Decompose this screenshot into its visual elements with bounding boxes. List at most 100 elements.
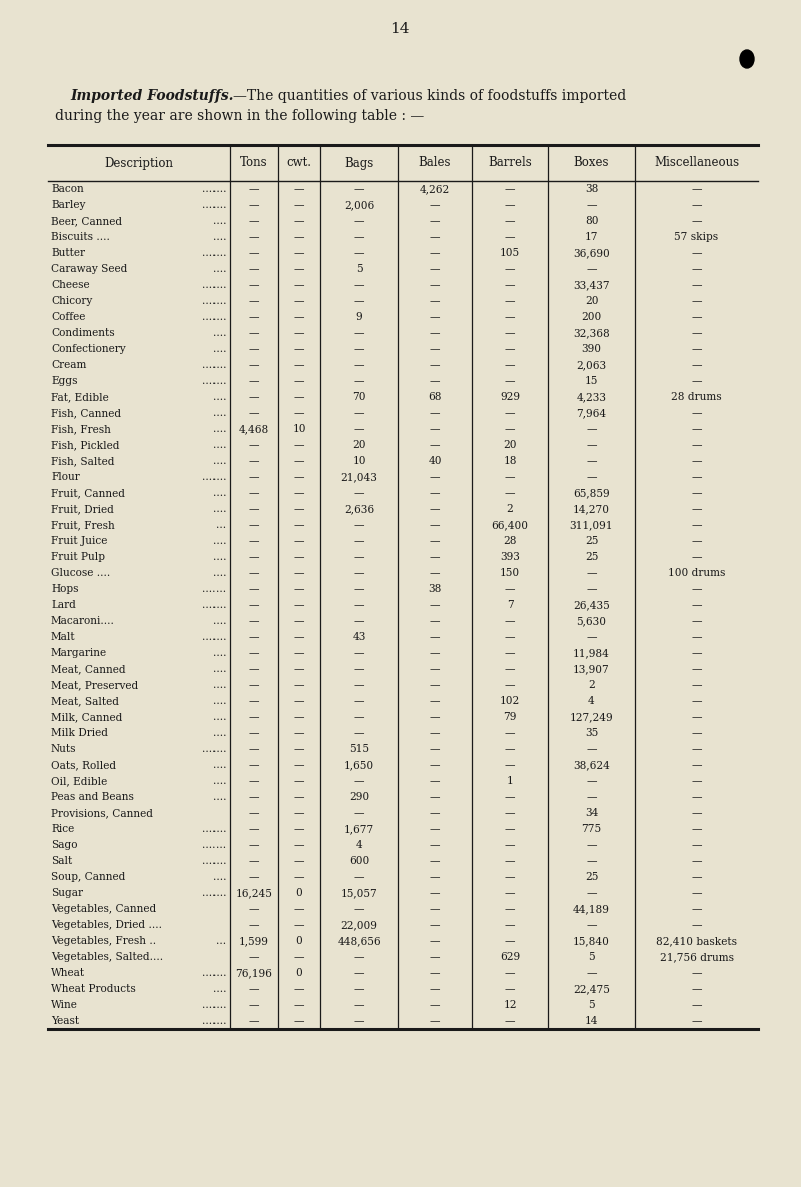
Text: —: — — [691, 792, 702, 802]
Text: —: — — [294, 840, 304, 850]
Text: ....: .... — [212, 392, 226, 402]
Text: —: — — [505, 328, 515, 338]
Text: Bacon: Bacon — [51, 184, 84, 193]
Text: —: — — [294, 199, 304, 210]
Text: —: — — [294, 248, 304, 258]
Text: —: — — [294, 1016, 304, 1026]
Text: —: — — [691, 904, 702, 914]
Text: —: — — [586, 792, 597, 802]
Text: —: — — [294, 312, 304, 322]
Text: —: — — [691, 312, 702, 322]
Text: —: — — [505, 312, 515, 322]
Text: —: — — [354, 231, 364, 242]
Text: Fat, Edible: Fat, Edible — [51, 392, 109, 402]
Text: —: — — [505, 264, 515, 274]
Text: ....: .... — [202, 248, 215, 258]
Text: —: — — [354, 999, 364, 1010]
Text: Sugar: Sugar — [51, 888, 83, 899]
Text: —: — — [249, 537, 260, 546]
Text: —: — — [430, 856, 441, 867]
Text: ....: .... — [202, 312, 215, 322]
Text: —: — — [430, 664, 441, 674]
Text: ....: .... — [202, 584, 215, 594]
Text: —: — — [294, 776, 304, 786]
Text: —: — — [691, 664, 702, 674]
Text: —: — — [691, 184, 702, 193]
Text: —: — — [294, 631, 304, 642]
Text: —: — — [505, 199, 515, 210]
Text: —: — — [294, 231, 304, 242]
Text: 28 drums: 28 drums — [671, 392, 722, 402]
Text: —: — — [505, 969, 515, 978]
Text: Macaroni....: Macaroni.... — [51, 616, 115, 626]
Text: —: — — [249, 456, 260, 466]
Text: 10: 10 — [292, 424, 306, 434]
Text: 44,189: 44,189 — [573, 904, 610, 914]
Text: —: — — [294, 664, 304, 674]
Text: 80: 80 — [585, 216, 598, 226]
Text: —: — — [691, 408, 702, 418]
Text: 16,245: 16,245 — [235, 888, 272, 899]
Text: —: — — [294, 616, 304, 626]
Text: —: — — [294, 680, 304, 690]
Text: —: — — [249, 504, 260, 514]
Text: —: — — [294, 537, 304, 546]
Text: Butter: Butter — [51, 248, 85, 258]
Text: Biscuits ....: Biscuits .... — [51, 231, 110, 242]
Text: —: — — [691, 376, 702, 386]
Text: Fish, Canned: Fish, Canned — [51, 408, 121, 418]
Text: —: — — [354, 1016, 364, 1026]
Text: Rice: Rice — [51, 824, 74, 834]
Text: —: — — [430, 328, 441, 338]
Text: —: — — [294, 760, 304, 770]
Text: 390: 390 — [582, 344, 602, 354]
Text: —: — — [354, 776, 364, 786]
Text: ....: .... — [212, 824, 226, 834]
Text: —: — — [354, 648, 364, 658]
Text: Meat, Canned: Meat, Canned — [51, 664, 126, 674]
Text: 38: 38 — [429, 584, 441, 594]
Text: —: — — [586, 888, 597, 899]
Text: —: — — [505, 937, 515, 946]
Text: Eggs: Eggs — [51, 376, 78, 386]
Text: —: — — [505, 792, 515, 802]
Text: —: — — [249, 999, 260, 1010]
Text: Hops: Hops — [51, 584, 78, 594]
Text: ....: .... — [212, 328, 226, 338]
Text: —: — — [691, 744, 702, 754]
Text: —: — — [354, 584, 364, 594]
Text: —: — — [430, 792, 441, 802]
Text: —: — — [691, 969, 702, 978]
Text: Meat, Preserved: Meat, Preserved — [51, 680, 139, 690]
Text: —: — — [354, 376, 364, 386]
Text: Wheat: Wheat — [51, 969, 85, 978]
Text: —: — — [586, 456, 597, 466]
Text: —: — — [249, 664, 260, 674]
Text: —: — — [249, 808, 260, 818]
Text: 4,262: 4,262 — [420, 184, 450, 193]
Text: —: — — [505, 984, 515, 994]
Text: Fruit Pulp: Fruit Pulp — [51, 552, 105, 561]
Text: —: — — [249, 760, 260, 770]
Text: —: — — [294, 728, 304, 738]
Text: —: — — [505, 472, 515, 482]
Text: ....: .... — [212, 216, 226, 226]
Text: Confectionery: Confectionery — [51, 344, 126, 354]
Text: —: — — [294, 808, 304, 818]
Text: —: — — [691, 631, 702, 642]
Text: —: — — [294, 872, 304, 882]
Text: —: — — [430, 440, 441, 450]
Text: ....: .... — [212, 728, 226, 738]
Text: —: — — [430, 408, 441, 418]
Text: —: — — [249, 216, 260, 226]
Text: ...: ... — [216, 520, 226, 531]
Text: —: — — [691, 760, 702, 770]
Text: —: — — [249, 199, 260, 210]
Text: Fruit Juice: Fruit Juice — [51, 537, 107, 546]
Text: —: — — [354, 569, 364, 578]
Text: —: — — [294, 264, 304, 274]
Text: 4,468: 4,468 — [239, 424, 269, 434]
Text: —: — — [294, 584, 304, 594]
Text: ....: .... — [212, 984, 226, 994]
Text: —: — — [430, 424, 441, 434]
